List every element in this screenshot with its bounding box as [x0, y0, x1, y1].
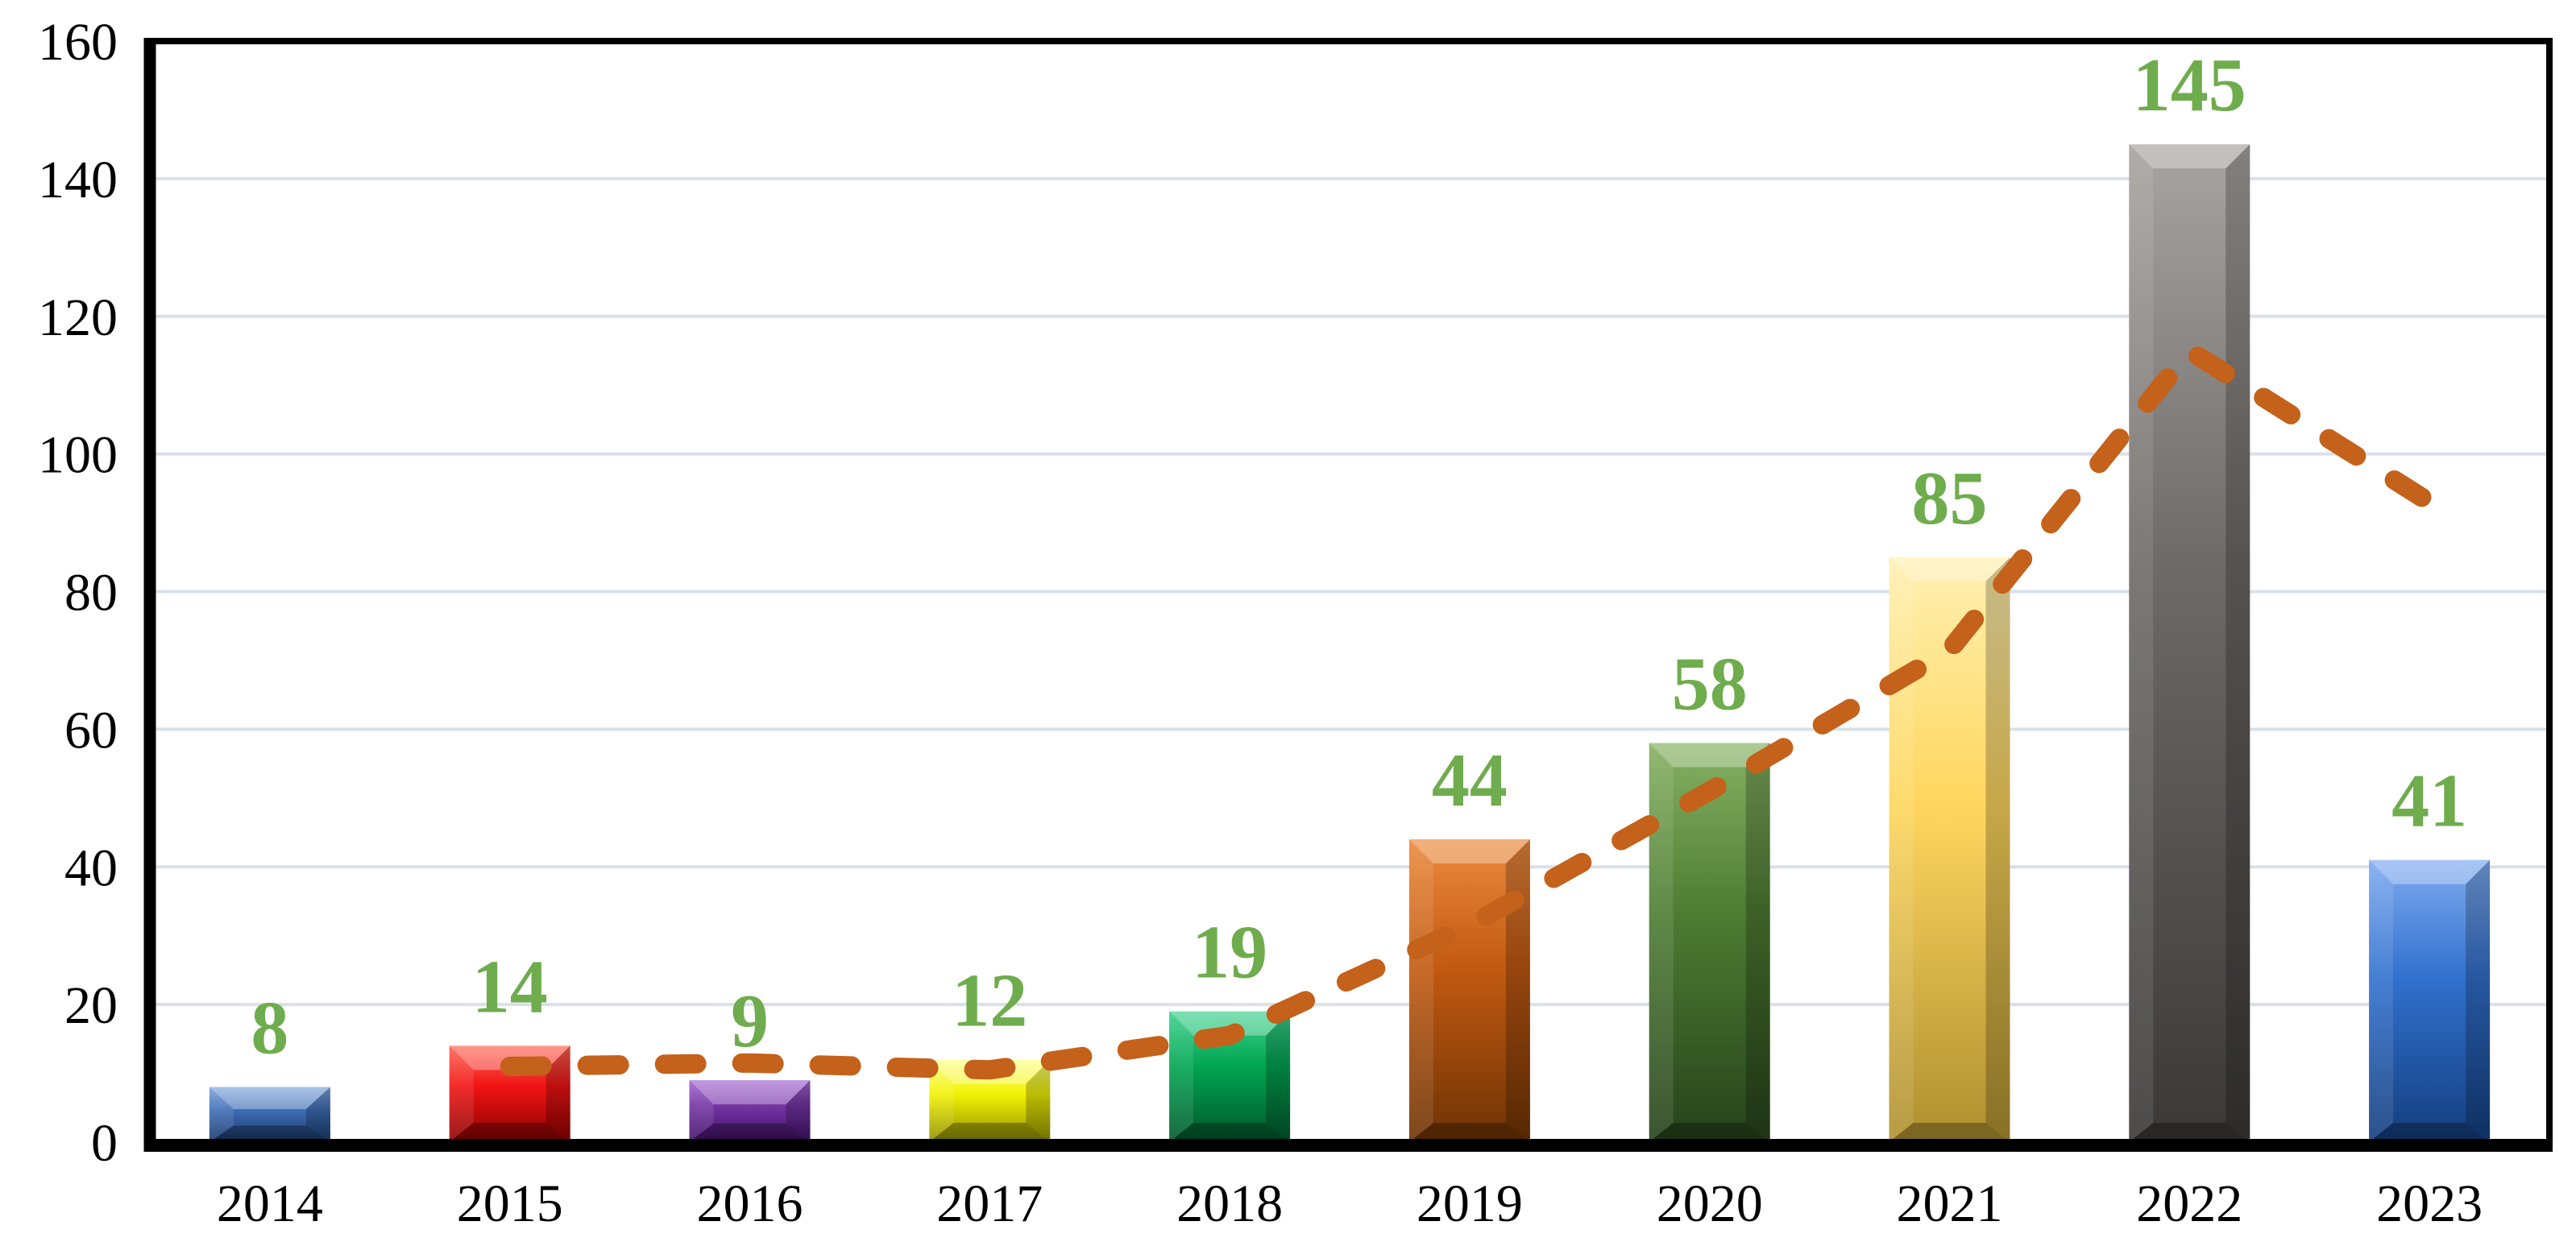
bar-bevel-left: [689, 1080, 714, 1142]
bar-bevel-bottom: [1169, 1123, 1291, 1142]
bar-bevel-right: [305, 1087, 330, 1142]
bar-face: [1408, 839, 1530, 1142]
bar-bevel-top: [1889, 557, 2010, 582]
y-tick-label-120: 120: [38, 288, 118, 347]
bar-value-label-2021: 85: [1912, 457, 1988, 540]
x-tick-label-2019: 2019: [1417, 1174, 1523, 1233]
bar-bevel-right: [545, 1045, 570, 1142]
bar-value-label-2022: 145: [2133, 43, 2246, 127]
bar-bevel-top: [1169, 1011, 1291, 1036]
bar-bevel-bottom: [2129, 1123, 2250, 1142]
bar-bevel-left: [2369, 859, 2394, 1142]
x-tick-label-2018: 2018: [1176, 1174, 1283, 1233]
y-tick-label-60: 60: [64, 701, 118, 760]
x-tick-label-2017: 2017: [936, 1174, 1043, 1233]
bar-bevel-right: [1266, 1011, 1291, 1142]
bar-face: [1649, 743, 1770, 1142]
bar-bevel-left: [929, 1059, 954, 1142]
bar-2016: [689, 1080, 811, 1142]
bar-value-label-2019: 44: [1432, 739, 1508, 822]
x-tick-label-2022: 2022: [2136, 1174, 2242, 1233]
x-tick-label-2016: 2016: [697, 1174, 803, 1233]
bar-bevel-bottom: [1649, 1123, 1770, 1142]
bar-face: [209, 1087, 330, 1142]
bar-bevel-left: [209, 1087, 234, 1142]
bar-value-label-2014: 8: [251, 987, 288, 1070]
bar-bevel-left: [2129, 144, 2154, 1142]
bar-bevel-right: [2225, 144, 2250, 1142]
bar-2021: [1889, 557, 2010, 1142]
x-tick-label-2015: 2015: [457, 1174, 563, 1233]
bar-bevel-top: [689, 1080, 811, 1105]
bar-value-label-2015: 14: [472, 945, 548, 1029]
bar-bevel-right: [2466, 859, 2491, 1142]
bar-value-label-2017: 12: [952, 958, 1027, 1042]
y-tick-label-80: 80: [64, 564, 118, 623]
bar-bevel-top: [2369, 859, 2491, 884]
bar-bevel-bottom: [449, 1123, 570, 1142]
bar-2020: [1649, 743, 1770, 1142]
bar-value-label-2018: 19: [1192, 911, 1267, 995]
bar-2014: [209, 1087, 330, 1142]
bar-bevel-top: [1649, 743, 1770, 768]
bar-face: [689, 1080, 811, 1142]
bar-bevel-bottom: [2369, 1123, 2491, 1142]
bar-face: [1889, 557, 2010, 1142]
x-tick-label-2014: 2014: [217, 1174, 323, 1233]
bar-face: [2369, 859, 2491, 1142]
bar-bevel-top: [209, 1087, 330, 1109]
bar-value-label-2016: 9: [731, 979, 769, 1063]
bar-bevel-bottom: [209, 1125, 330, 1142]
trendline: [500, 341, 2440, 1080]
bar-bevel-bottom: [929, 1123, 1051, 1142]
bar-bevel-right: [1505, 839, 1530, 1142]
bar-bevel-right: [786, 1080, 811, 1142]
bar-bevel-left: [449, 1045, 474, 1142]
bar-value-label-2023: 41: [2391, 760, 2467, 843]
bar-value-label-2020: 58: [1672, 642, 1748, 726]
bar-bevel-left: [1408, 839, 1433, 1142]
bar-2023: [2369, 859, 2491, 1142]
x-tick-label-2023: 2023: [2376, 1174, 2483, 1233]
y-tick-label-160: 160: [38, 13, 118, 72]
bar-bevel-bottom: [1408, 1123, 1530, 1142]
y-tick-label-0: 0: [91, 1114, 118, 1173]
x-tick-label-2021: 2021: [1897, 1174, 2003, 1233]
bar-face: [2129, 144, 2250, 1142]
bar-bevel-left: [1169, 1011, 1194, 1142]
bar-bevel-bottom: [689, 1123, 811, 1142]
bar-bevel-top: [2129, 144, 2250, 169]
y-tick-label-140: 140: [38, 151, 118, 209]
bar-bevel-right: [1026, 1059, 1051, 1142]
bar-2022: [2129, 144, 2250, 1142]
y-tick-label-20: 20: [64, 976, 118, 1035]
bar-bevel-right: [1745, 743, 1770, 1142]
bar-bevel-left: [1889, 557, 1914, 1142]
bar-2019: [1408, 839, 1530, 1142]
bar-bevel-left: [1649, 743, 1674, 1142]
bar-bevel-bottom: [1889, 1123, 2010, 1142]
y-tick-label-40: 40: [64, 838, 118, 897]
bar-bevel-right: [1985, 557, 2010, 1142]
x-tick-label-2020: 2020: [1657, 1174, 1763, 1233]
y-tick-label-100: 100: [38, 426, 118, 485]
bar-2018: [1169, 1011, 1291, 1142]
bar-bevel-top: [1408, 839, 1530, 864]
